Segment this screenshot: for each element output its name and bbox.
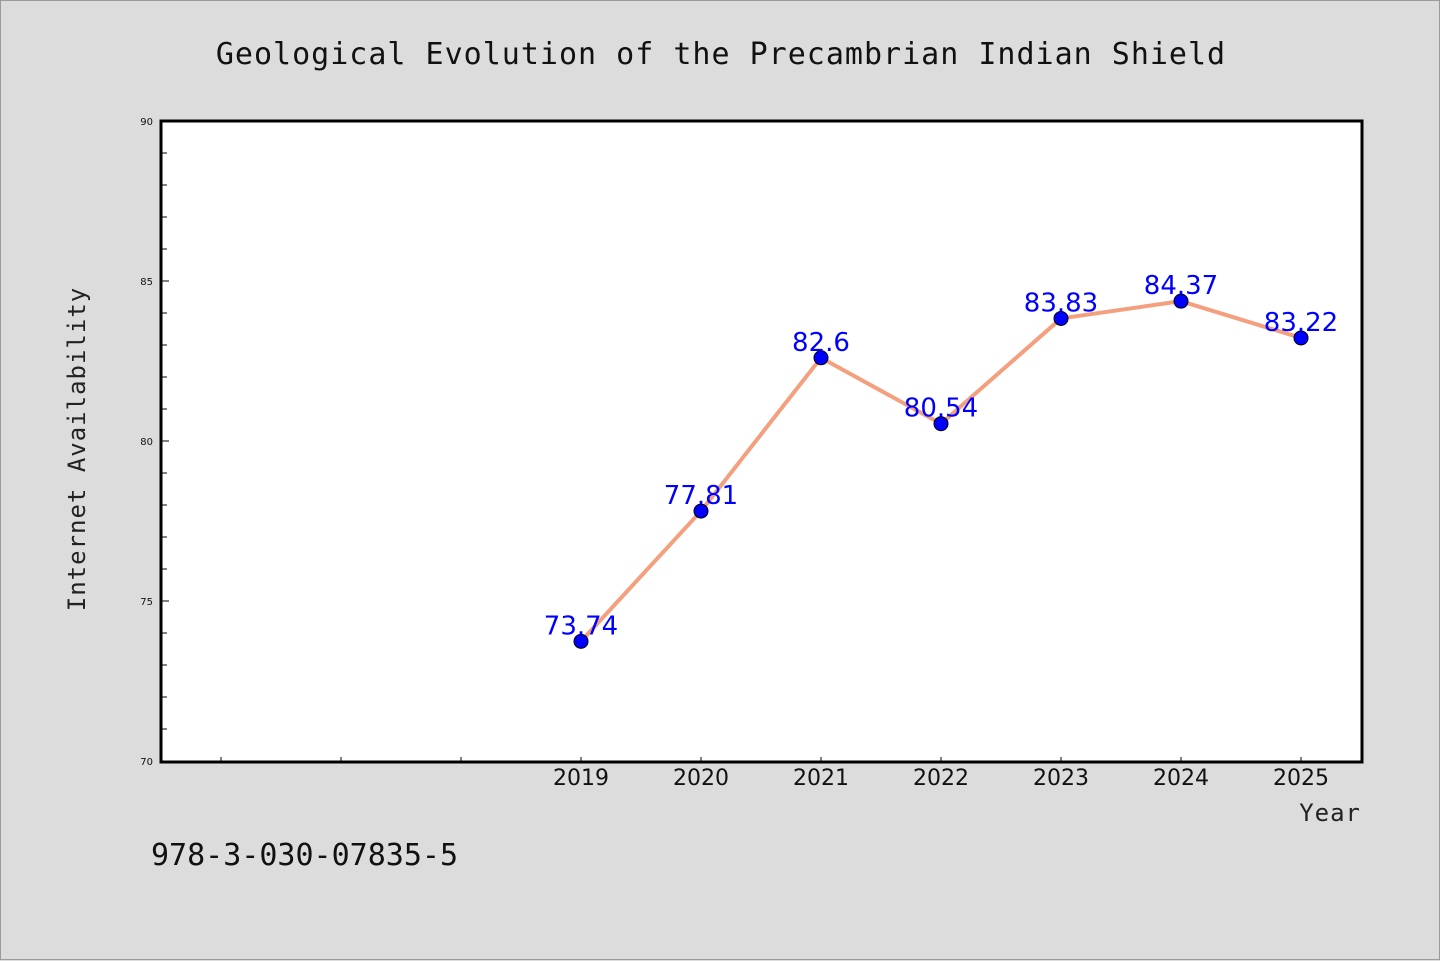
data-label: 80.54 bbox=[904, 394, 978, 424]
chart-title: Geological Evolution of the Precambrian … bbox=[216, 37, 1226, 72]
data-point bbox=[1053, 310, 1069, 326]
data-label: 84.37 bbox=[1144, 271, 1218, 301]
x-tick-label: 2024 bbox=[1153, 766, 1209, 791]
data-label: 82.6 bbox=[792, 328, 850, 358]
x-axis-label: Year bbox=[1299, 799, 1361, 827]
data-point bbox=[1173, 293, 1189, 309]
x-tick-label: 2020 bbox=[673, 766, 729, 791]
x-tick-label: 2022 bbox=[913, 766, 969, 791]
data-point bbox=[573, 633, 589, 649]
data-point bbox=[933, 416, 949, 432]
y-tick-label: 90 bbox=[140, 117, 153, 128]
x-tick-label: 2023 bbox=[1033, 766, 1089, 791]
series-group: 73.74 77.81 82.6 80.54 83.83 84.37 83.22 bbox=[544, 271, 1338, 649]
y-tick-label: 85 bbox=[140, 277, 153, 288]
data-label: 83.22 bbox=[1264, 308, 1338, 338]
x-axis: 2019 2020 2021 2022 2023 2024 2025 bbox=[220, 757, 1329, 791]
data-point bbox=[1293, 330, 1309, 346]
x-tick-label: 2019 bbox=[553, 766, 609, 791]
data-point bbox=[693, 503, 709, 519]
data-point bbox=[813, 350, 829, 366]
data-label: 77.81 bbox=[664, 481, 738, 511]
y-tick-label: 80 bbox=[140, 437, 153, 448]
plot-area bbox=[159, 119, 1364, 764]
footer-isbn: 978-3-030-07835-5 bbox=[151, 838, 458, 873]
y-tick-label: 70 bbox=[140, 757, 153, 768]
data-label: 83.83 bbox=[1024, 288, 1098, 318]
y-tick-label: 75 bbox=[140, 597, 153, 608]
x-tick-label: 2021 bbox=[793, 766, 849, 791]
data-label: 73.74 bbox=[544, 611, 618, 641]
y-axis-label: Internet Availability bbox=[63, 287, 91, 611]
x-tick-label: 2025 bbox=[1273, 766, 1329, 791]
y-axis: 70 75 80 85 90 bbox=[140, 117, 169, 768]
